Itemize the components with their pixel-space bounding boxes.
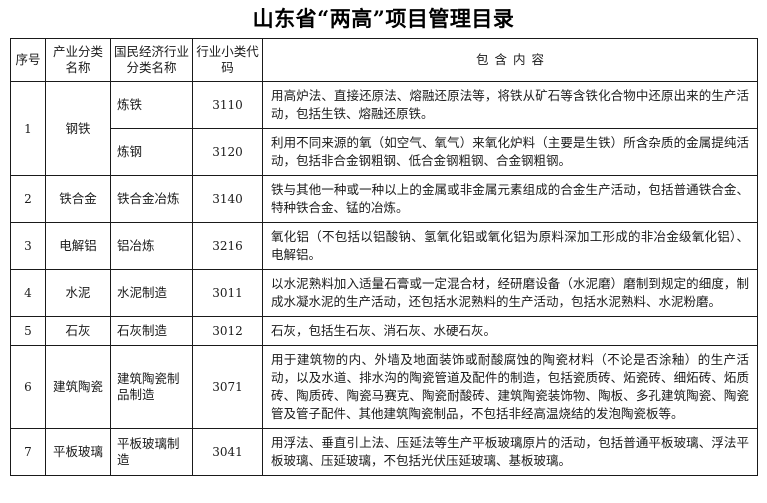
cell-industry-code: 3216 — [192, 222, 263, 270]
cell-industry-code: 3011 — [192, 269, 263, 317]
page-title: 山东省“两高”项目管理目录 — [252, 6, 515, 31]
cell-national-class: 平板玻璃制造 — [110, 428, 193, 476]
table-row: 3 电解铝 铝冶炼 3216 氧化铝（不包括以铝酸钠、氢氧化铝或氧化铝为原料深加工形成的… — [10, 222, 758, 270]
cell-industry-code: 3140 — [192, 175, 263, 223]
table-row: 4 水泥 水泥制造 3011 以水泥熟料加入适量石膏或一定混合材，经研磨设备（水泥磨）磨… — [10, 269, 758, 317]
table-row: 1 钢铁 炼铁 3110 用高炉法、直接还原法、熔融还原法等，将铁从矿石等含铁化合物中还… — [10, 81, 758, 176]
column-header-seq: 序号 — [10, 38, 46, 82]
table-row: 7 平板玻璃 平板玻璃制造 3041 用浮法、垂直引上法、压延法等生产平板玻璃原片的活动… — [10, 428, 758, 476]
cell-seq: 3 — [10, 222, 46, 270]
cell-industry: 电解铝 — [45, 222, 111, 270]
cell-industry-code: 3110 — [192, 81, 263, 129]
cell-content: 用浮法、垂直引上法、压延法等生产平板玻璃原片的活动，包括普通平板玻璃、浮法平板玻… — [262, 428, 758, 476]
cell-industry: 水泥 — [45, 269, 111, 317]
cell-industry-code: 3041 — [192, 428, 263, 476]
column-header-content: 包含内容 — [262, 38, 758, 82]
cell-content: 用于建筑物的内、外墙及地面装饰或耐酸腐蚀的陶瓷材料（不论是否涂釉）的生产活动，以… — [262, 345, 758, 429]
cell-content: 利用不同来源的氧（如空气、氧气）来氧化炉料（主要是生铁）所含杂质的金属提纯活动，… — [262, 128, 758, 176]
table-row: 2 铁合金 铁合金冶炼 3140 铁与其他一种或一种以上的金属或非金属元素组成的合金生产… — [10, 175, 758, 223]
cell-industry: 建筑陶瓷 — [45, 345, 111, 429]
cell-seq: 5 — [10, 316, 46, 346]
table-row: 5 石灰 石灰制造 3012 石灰，包括生石灰、消石灰、水硬石灰。 — [10, 316, 758, 346]
cell-national-class: 石灰制造 — [110, 316, 193, 346]
column-header-code: 行业小类代码 — [192, 38, 263, 82]
table-row: 炼钢 3120 利用不同来源的氧（如空气、氧气）来氧化炉料（主要是生铁）所含杂质的金… — [11, 128, 758, 176]
cell-national-class: 建筑陶瓷制品制造 — [110, 345, 193, 429]
cell-industry: 平板玻璃 — [45, 428, 111, 476]
cell-national-class: 炼铁 — [110, 81, 193, 129]
table-row: 6 建筑陶瓷 建筑陶瓷制品制造 3071 用于建筑物的内、外墙及地面装饰或耐酸腐蚀的陶瓷… — [10, 345, 758, 429]
cell-industry-code: 3012 — [192, 316, 263, 346]
cell-seq: 2 — [10, 175, 46, 223]
table-body: 1 钢铁 炼铁 3110 用高炉法、直接还原法、熔融还原法等，将铁从矿石等含铁化合物中还… — [10, 81, 758, 476]
column-header-industry: 产业分类名称 — [45, 38, 111, 82]
header-row: 序号 产业分类名称 国民经济行业分类名称 行业小类代码 包含内容 — [10, 38, 758, 82]
cell-industry-code: 3120 — [192, 128, 263, 176]
cell-national-class: 水泥制造 — [110, 269, 193, 317]
cell-industry: 石灰 — [45, 316, 111, 346]
table-container: 序号 产业分类名称 国民经济行业分类名称 行业小类代码 包含内容 1 钢铁 炼铁 31… — [0, 38, 767, 476]
cell-content: 铁与其他一种或一种以上的金属或非金属元素组成的合金生产活动，包括普通铁合金、特种… — [262, 175, 758, 223]
cell-national-class: 炼钢 — [110, 128, 193, 176]
cell-content: 石灰，包括生石灰、消石灰、水硬石灰。 — [262, 316, 758, 346]
table-header: 序号 产业分类名称 国民经济行业分类名称 行业小类代码 包含内容 — [10, 38, 758, 82]
catalog-table: 序号 产业分类名称 国民经济行业分类名称 行业小类代码 包含内容 1 钢铁 炼铁 31… — [10, 38, 758, 476]
cell-industry-code: 3071 — [192, 345, 263, 429]
cell-content: 用高炉法、直接还原法、熔融还原法等，将铁从矿石等含铁化合物中还原出来的生产活动，… — [262, 81, 758, 129]
cell-seq: 6 — [10, 345, 46, 429]
column-header-national: 国民经济行业分类名称 — [110, 38, 193, 82]
cell-national-class: 铁合金冶炼 — [110, 175, 193, 223]
cell-industry: 钢铁 — [45, 81, 111, 176]
cell-content: 氧化铝（不包括以铝酸钠、氢氧化铝或氧化铝为原料深加工形成的非冶金级氧化铝）、电解… — [262, 222, 758, 270]
cell-seq: 7 — [10, 428, 46, 476]
cell-seq: 1 — [10, 81, 46, 176]
cell-industry: 铁合金 — [45, 175, 111, 223]
cell-national-class: 铝冶炼 — [110, 222, 193, 270]
cell-seq: 4 — [10, 269, 46, 317]
cell-content: 以水泥熟料加入适量石膏或一定混合材，经研磨设备（水泥磨）磨制到规定的细度，制成水… — [262, 269, 758, 317]
